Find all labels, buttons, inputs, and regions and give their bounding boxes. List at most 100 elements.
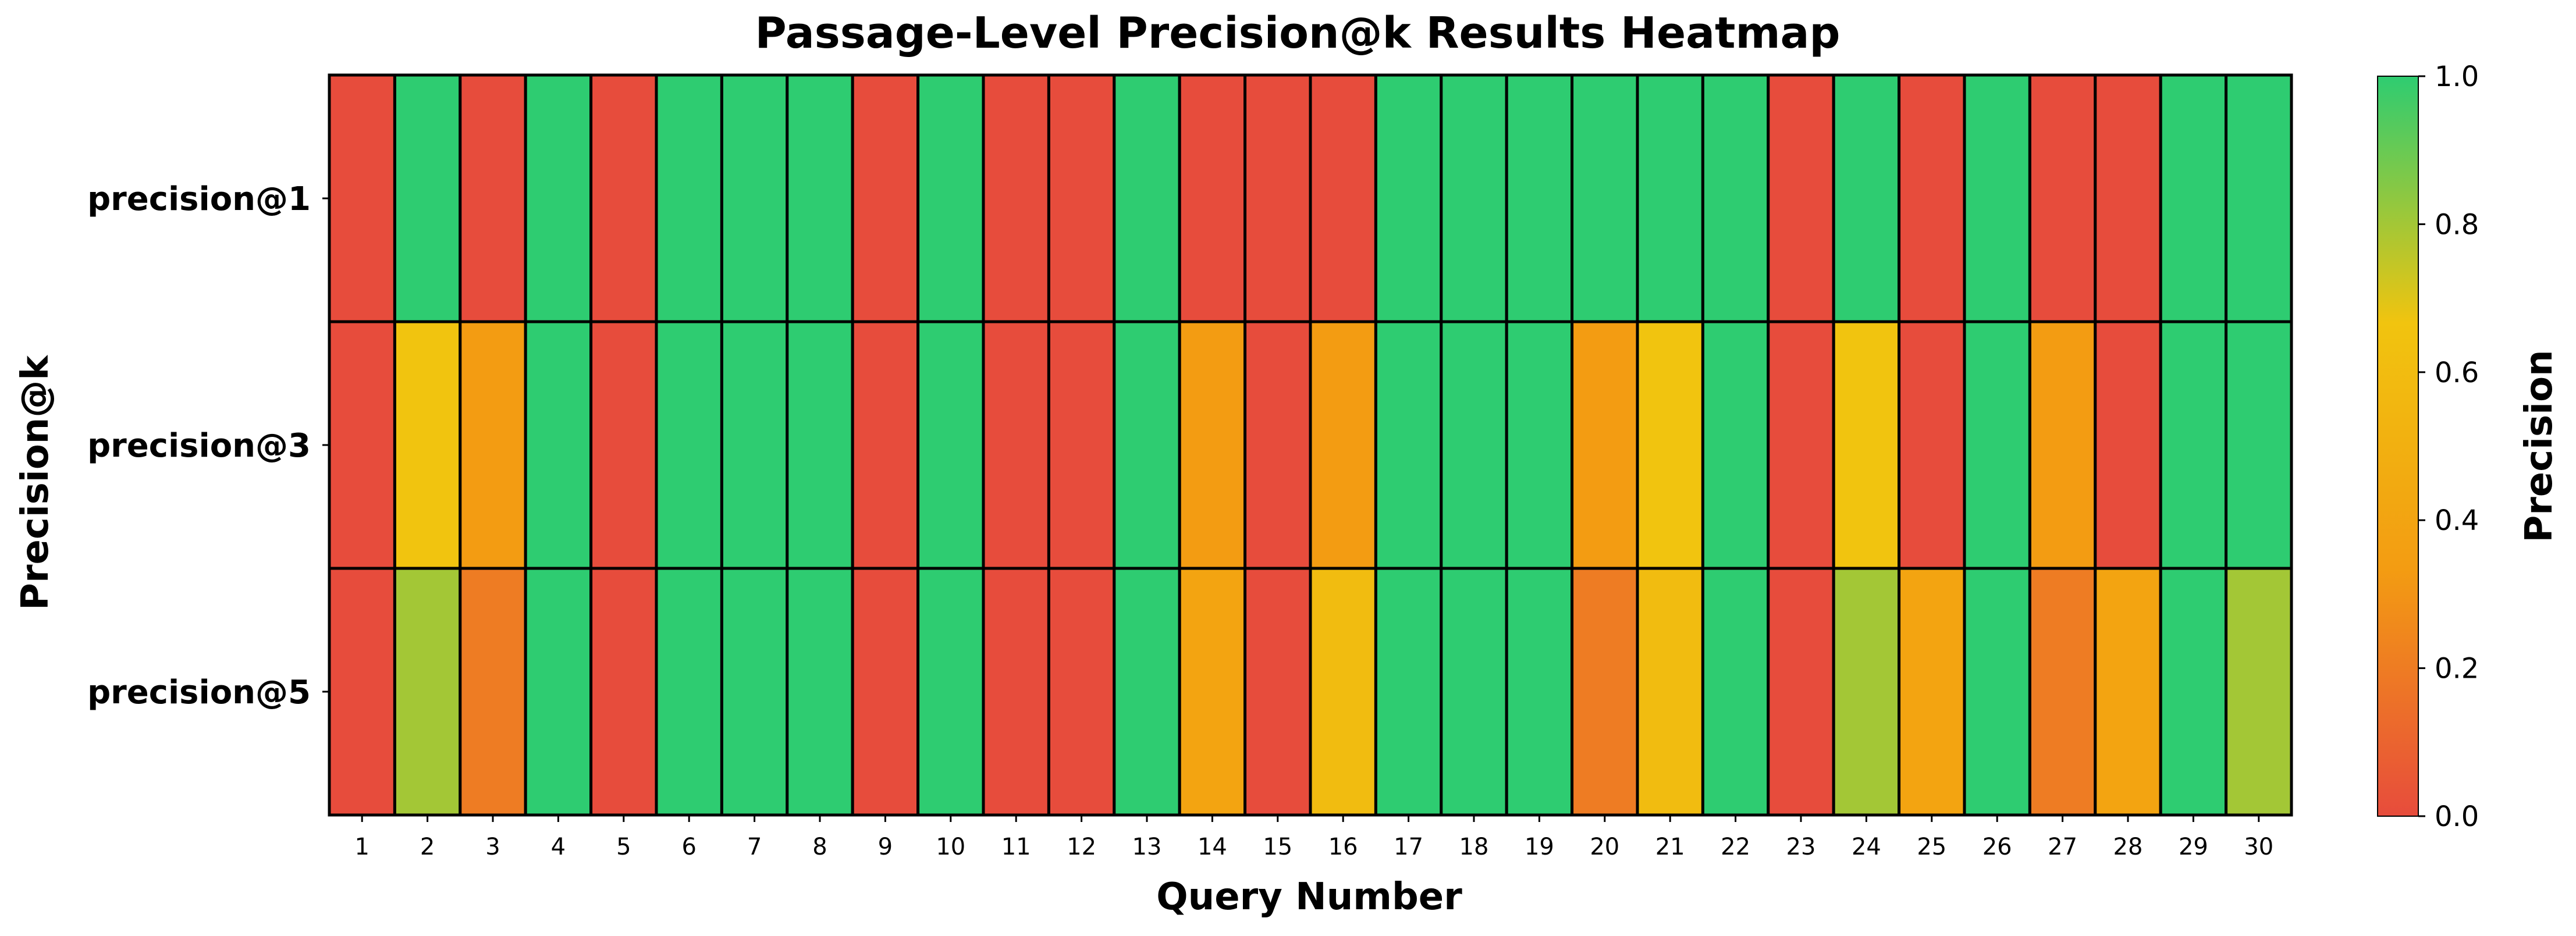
heatmap-cell: [851, 567, 920, 817]
x-tick-label: 8: [812, 834, 827, 860]
x-axis-label: Query Number: [1156, 876, 1462, 919]
colorbar-tick-label: 0.6: [2435, 357, 2479, 389]
heatmap-cell: [459, 320, 527, 570]
heatmap-cell: [2094, 320, 2162, 570]
heatmap-cell: [1767, 320, 1835, 570]
heatmap-cell: [720, 73, 789, 323]
heatmap-cell: [1309, 567, 1377, 817]
colorbar-ticks: 0.0 0.2 0.4 0.6 0.8 1.0: [2418, 60, 2479, 833]
heatmap-cell: [1178, 73, 1247, 323]
heatmap-cell: [1113, 567, 1181, 817]
heatmap-cell: [328, 320, 396, 570]
heatmap-cell: [786, 73, 854, 323]
heatmap-cell: [1113, 320, 1181, 570]
heatmap-cell: [1374, 567, 1443, 817]
heatmap-cell: [2225, 73, 2293, 323]
x-tick-label: 11: [1001, 834, 1031, 860]
heatmap-cell: [1898, 320, 1966, 570]
heatmap-cell: [1243, 567, 1312, 817]
heatmap-cell: [2028, 73, 2097, 323]
heatmap-cell: [2094, 567, 2162, 817]
heatmap-cell: [1309, 73, 1377, 323]
heatmap-cell: [1898, 73, 1966, 323]
heatmap-cell: [524, 320, 593, 570]
x-tick-label: 15: [1263, 834, 1292, 860]
heatmap-cell: [851, 73, 920, 323]
heatmap-cell: [786, 320, 854, 570]
heatmap-cell: [1309, 320, 1377, 570]
x-tick-label: 10: [936, 834, 965, 860]
heatmap-cell: [393, 567, 462, 817]
heatmap-cell: [1701, 320, 1770, 570]
heatmap-cell: [1963, 320, 2031, 570]
heatmap-cell: [459, 73, 527, 323]
heatmap-cell: [2159, 320, 2228, 570]
heatmap-cell: [2159, 567, 2228, 817]
y-tick-label: precision@5: [87, 674, 311, 711]
colorbar-tick-label: 1.0: [2435, 60, 2479, 93]
heatmap-cell: [459, 567, 527, 817]
heatmap-cell: [1505, 567, 1574, 817]
x-tick-label: 21: [1655, 834, 1685, 860]
x-tick-label: 17: [1394, 834, 1423, 860]
x-tick-label: 5: [616, 834, 631, 860]
heatmap-cell: [2028, 320, 2097, 570]
x-tick-label: 24: [1852, 834, 1881, 860]
heatmap-cell: [1505, 320, 1574, 570]
heatmap-cell: [524, 567, 593, 817]
heatmap-cell: [1243, 73, 1312, 323]
heatmap-cell: [655, 73, 723, 323]
x-tick-label: 2: [420, 834, 435, 860]
heatmap-cell: [328, 567, 396, 817]
heatmap-cell: [1963, 73, 2031, 323]
heatmap-cell: [1571, 567, 1639, 817]
y-tick-label: precision@3: [87, 427, 311, 465]
heatmap-cell: [1832, 320, 1901, 570]
x-tick-label: 25: [1917, 834, 1946, 860]
heatmap-cell: [916, 567, 985, 817]
heatmap-cell: [1505, 73, 1574, 323]
heatmap-cell: [1047, 320, 1116, 570]
heatmap-cell: [1440, 320, 1508, 570]
colorbar-tick-label: 0.8: [2435, 208, 2479, 241]
x-tick-label: 13: [1132, 834, 1162, 860]
heatmap-cell: [2094, 73, 2162, 323]
colorbar-tick-label: 0.2: [2435, 653, 2479, 685]
heatmap-cell: [1178, 567, 1247, 817]
heatmap-cell: [1832, 73, 1901, 323]
heatmap-cell: [1178, 320, 1247, 570]
heatmap-cell: [1767, 567, 1835, 817]
y-tick-labels: precision@1 precision@3 precision@5: [87, 180, 329, 711]
x-tick-label: 23: [1786, 834, 1816, 860]
heatmap-cell: [1701, 567, 1770, 817]
heatmap-cell: [786, 567, 854, 817]
x-tick-label: 4: [551, 834, 566, 860]
colorbar-tick-label: 0.0: [2435, 800, 2479, 833]
x-tick-label: 29: [2179, 834, 2208, 860]
heatmap-cell: [2028, 567, 2097, 817]
x-tick-label: 27: [2048, 834, 2077, 860]
x-tick-label: 3: [485, 834, 500, 860]
x-tick-label: 30: [2244, 834, 2273, 860]
x-tick-label: 12: [1067, 834, 1096, 860]
heatmap-cell: [1113, 73, 1181, 323]
heatmap-cell: [982, 567, 1050, 817]
heatmap-cell: [393, 73, 462, 323]
x-tick-labels: 1 2 3 4 5 6 7 8 9 10 11 12 13 14 15 16 17 18 19 20 21 22 23 24 2…: [354, 815, 2273, 860]
heatmap-cell: [1374, 320, 1443, 570]
heatmap-cell: [1636, 567, 1704, 817]
x-tick-label: 6: [681, 834, 696, 860]
heatmap-cell: [916, 73, 985, 323]
x-tick-label: 9: [878, 834, 893, 860]
x-tick-label: 14: [1198, 834, 1227, 860]
heatmap-cell: [1571, 320, 1639, 570]
x-tick-label: 19: [1525, 834, 1554, 860]
heatmap-cell: [720, 320, 789, 570]
heatmap-cell: [655, 567, 723, 817]
heatmap-cell: [1636, 73, 1704, 323]
heatmap-cell: [1047, 73, 1116, 323]
heatmap-cell: [1963, 567, 2031, 817]
x-tick-label: 22: [1721, 834, 1750, 860]
